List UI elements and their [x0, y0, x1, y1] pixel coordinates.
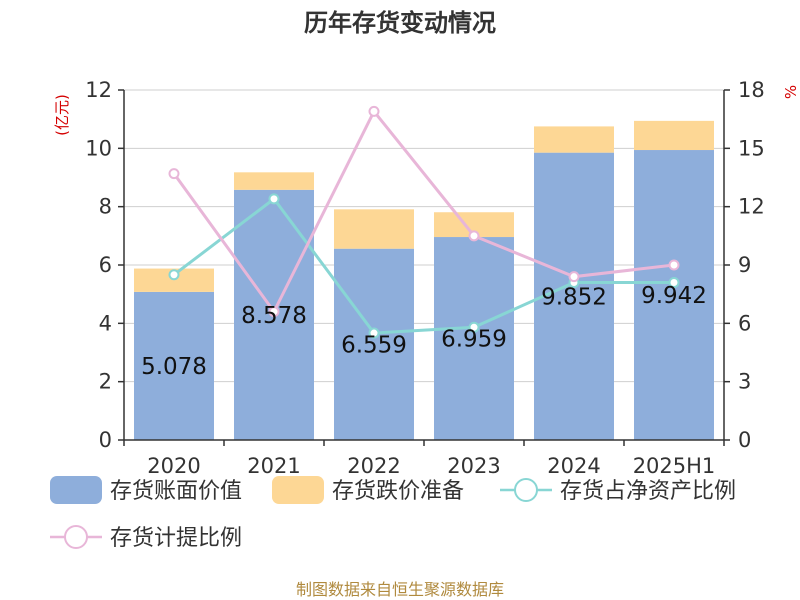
line-point	[268, 193, 280, 205]
data-labels: 5.078 8.578 6.559 6.959 9.852 9.942	[141, 283, 707, 380]
line-point	[668, 259, 680, 271]
line-point	[268, 306, 280, 318]
chart-title: 历年存货变动情况	[304, 9, 496, 37]
right-tick-label: 6	[738, 311, 751, 335]
legend-swatch	[272, 476, 324, 504]
x-tick-label: 2020	[147, 454, 200, 478]
right-tick-label: 3	[738, 370, 751, 394]
line-point	[468, 230, 480, 242]
grid-lines	[124, 89, 724, 441]
right-tick-label: 9	[738, 253, 751, 277]
series-line	[172, 108, 675, 315]
bar	[634, 150, 714, 440]
line-point	[368, 105, 380, 117]
bar	[134, 291, 214, 440]
legend-label: 存货计提比例	[110, 526, 242, 551]
bar	[234, 172, 314, 190]
lines	[168, 105, 680, 339]
line-point	[168, 269, 180, 281]
legend-marker	[514, 478, 538, 502]
data-label: 8.578	[241, 303, 307, 329]
x-tick-label: 2024	[547, 454, 600, 478]
left-tick-label: 6	[99, 253, 112, 277]
left-tick-label: 2	[99, 370, 112, 394]
legend-swatch	[50, 476, 102, 504]
bar	[334, 209, 414, 249]
line-point	[568, 271, 580, 283]
left-tick-label: 10	[85, 136, 112, 160]
data-label: 9.942	[641, 283, 707, 309]
line-point	[668, 277, 680, 288]
right-tick-label: 12	[738, 195, 765, 219]
left-tick-label: 0	[99, 428, 112, 452]
x-tick-label: 2025H1	[633, 454, 716, 478]
bar	[534, 126, 614, 153]
x-tick-label: 2022	[347, 454, 400, 478]
axes: 0 2 4 6 8 10 12 0 3 6 9 12 15 18 2020 2021 2022 2023 2024 2…	[85, 78, 764, 478]
x-tick-label: 2023	[447, 454, 500, 478]
legend-label: 存货账面价值	[110, 479, 242, 504]
bar	[434, 237, 514, 440]
bar	[534, 152, 614, 440]
data-label: 5.078	[141, 354, 207, 380]
legend-label: 存货占净资产比例	[560, 479, 736, 504]
left-axis-unit: (亿元)	[53, 94, 71, 136]
right-axis-unit: %	[782, 85, 800, 99]
data-label: 9.852	[541, 284, 607, 310]
bar	[334, 248, 414, 440]
bar	[134, 268, 214, 292]
line-point	[468, 321, 480, 333]
data-label: 6.959	[441, 327, 507, 353]
x-tick-label: 2021	[247, 454, 300, 478]
legend-marker	[64, 525, 88, 549]
source-note: 制图数据来自恒生聚源数据库	[296, 580, 504, 599]
left-tick-label: 12	[85, 78, 112, 102]
line-point	[168, 168, 180, 180]
right-tick-label: 18	[738, 78, 765, 102]
series-line	[173, 196, 674, 335]
legend-label: 存货跌价准备	[332, 479, 464, 504]
right-tick-label: 0	[738, 428, 751, 452]
bar	[634, 120, 714, 151]
line-point	[368, 327, 380, 339]
data-label: 6.559	[341, 332, 407, 358]
left-tick-label: 4	[99, 311, 112, 335]
right-tick-label: 15	[738, 136, 765, 160]
left-tick-label: 8	[99, 195, 112, 219]
bars	[134, 120, 714, 440]
